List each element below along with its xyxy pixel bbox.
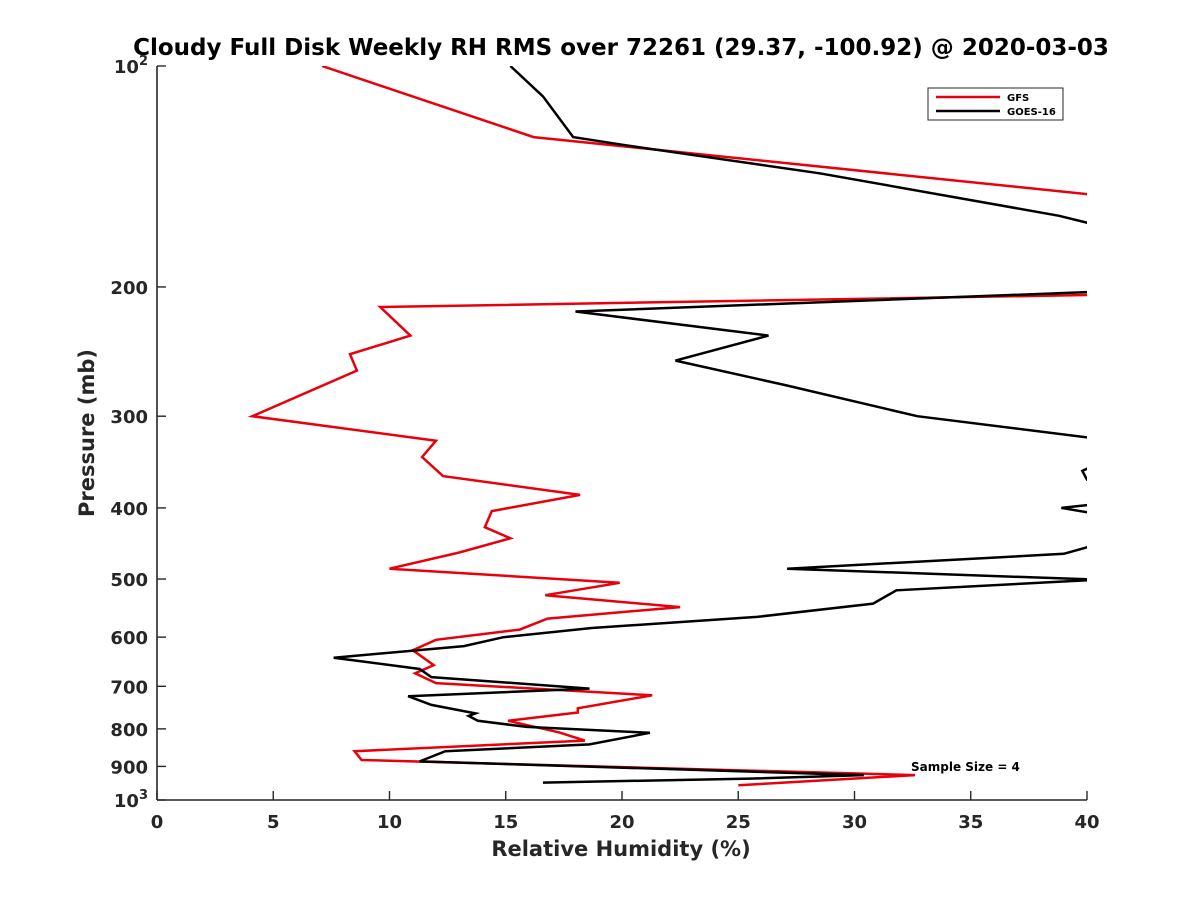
y-tick-label: 500 — [110, 570, 148, 591]
legend: GFS GOES-16 — [927, 87, 1064, 121]
x-tick-label: 35 — [958, 812, 983, 833]
y-tick-label: 700 — [110, 677, 148, 698]
x-ticks: 0 5 10 15 20 25 30 35 40 — [151, 791, 1100, 833]
legend-label-gfs: GFS — [1007, 93, 1029, 104]
y-tick-label: 103 — [114, 788, 148, 812]
x-tick-label: 5 — [267, 812, 280, 833]
y-tick-label: 400 — [110, 499, 148, 520]
y-tick-label: 600 — [110, 628, 148, 649]
sample-size-annotation: Sample Size = 4 — [911, 760, 1020, 774]
y-tick-label: 800 — [110, 720, 148, 741]
series-line-gfs — [247, 66, 1087, 787]
x-tick-label: 15 — [493, 812, 518, 833]
series-layer — [247, 66, 1087, 787]
y-ticks: 102 200 300 400 500 600 700 800 900 103 — [110, 54, 166, 812]
x-tick-label: 30 — [842, 812, 867, 833]
y-axis-label: Pressure (mb) — [75, 349, 99, 517]
chart-title: Cloudy Full Disk Weekly RH RMS over 7226… — [133, 35, 1109, 61]
x-tick-label: 20 — [609, 812, 634, 833]
y-tick-label: 200 — [110, 278, 148, 299]
axes — [156, 66, 1087, 801]
legend-label-goes-16: GOES-16 — [1007, 107, 1056, 118]
legend-box — [927, 87, 1064, 121]
x-axis-label: Relative Humidity (%) — [491, 837, 750, 861]
y-tick-label: 102 — [114, 54, 148, 78]
x-tick-label: 10 — [377, 812, 402, 833]
x-tick-label: 40 — [1074, 812, 1099, 833]
x-tick-label: 0 — [151, 812, 164, 833]
x-tick-label: 25 — [726, 812, 751, 833]
y-tick-label: 900 — [110, 757, 148, 778]
y-tick-label: 300 — [110, 407, 148, 428]
series-line-goes-16 — [333, 66, 1087, 784]
